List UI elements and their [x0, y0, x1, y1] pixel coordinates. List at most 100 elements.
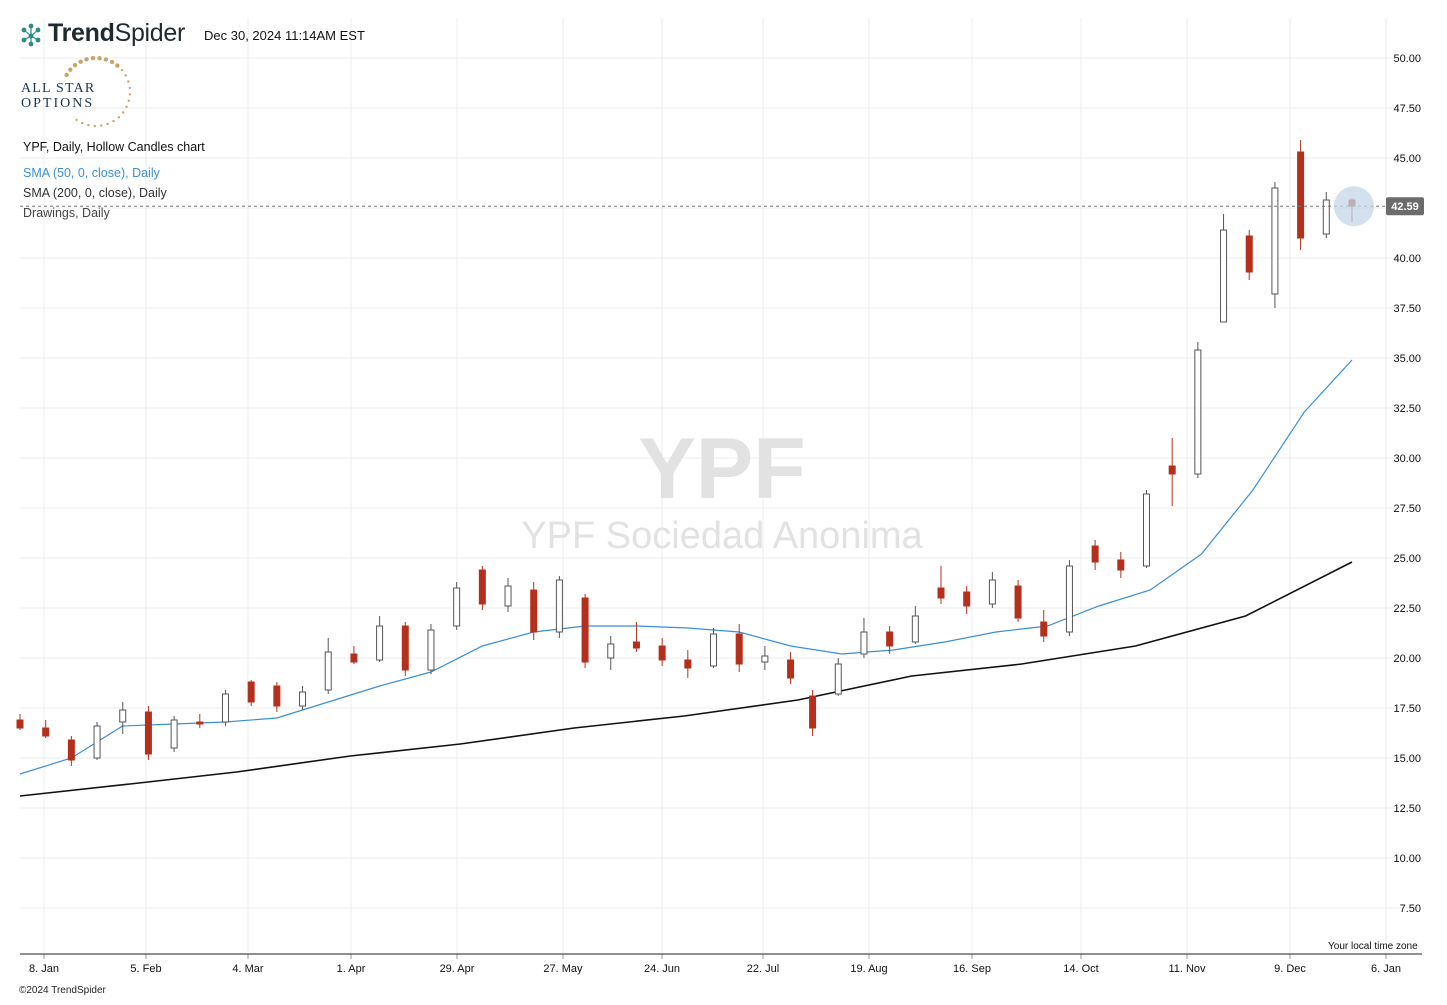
candle-up	[1322, 192, 1330, 238]
logo-node	[21, 27, 27, 33]
candle-down	[937, 566, 945, 604]
candle-body	[886, 631, 894, 647]
candle-body	[376, 625, 384, 661]
brand-light: Spider	[114, 19, 186, 47]
candle-body	[1117, 559, 1125, 571]
brand-wordmark[interactable]: TrendSpider	[48, 19, 185, 48]
candle-down	[478, 566, 486, 610]
candle-down	[684, 650, 692, 678]
trendspider-logo-icon	[21, 23, 41, 47]
x-tick-label: 11. Nov	[1168, 963, 1206, 975]
logo-node	[28, 33, 34, 39]
candle-body	[247, 681, 255, 703]
candle-up	[988, 572, 996, 608]
candle-down	[787, 652, 795, 684]
candle-up	[1194, 342, 1202, 478]
candle-body	[988, 579, 996, 605]
watermark: YPF YPF Sociedad Anonima	[521, 421, 923, 557]
legend-sma50[interactable]: SMA (50, 0, close), Daily	[23, 166, 160, 180]
highlight-circle	[1333, 186, 1374, 227]
candle-body	[427, 629, 435, 671]
timezone-note[interactable]: Your local time zone	[1328, 941, 1418, 952]
candle-down	[1117, 552, 1125, 578]
logo-star	[87, 123, 90, 127]
candle-down	[196, 714, 204, 728]
logo-star	[100, 124, 103, 127]
y-tick-label: 50.00	[1393, 53, 1421, 65]
candle-down	[1168, 438, 1176, 506]
candle-up	[376, 616, 384, 662]
candle-up	[427, 624, 435, 674]
price-marker-layer: 42.59	[20, 186, 1424, 227]
y-tick-label: 30.00	[1393, 453, 1421, 465]
candle-up	[1271, 182, 1279, 308]
last-price-label: 42.59	[1391, 201, 1419, 213]
x-tick-label: 9. Dec	[1274, 963, 1306, 975]
candle-body	[911, 615, 919, 643]
y-tick-label: 40.00	[1393, 253, 1421, 265]
x-tick-label: 29. Apr	[440, 963, 475, 975]
candle-up	[555, 576, 563, 638]
candle-body	[1194, 349, 1202, 475]
candle-body	[1014, 585, 1022, 619]
logo-star	[128, 93, 132, 96]
sma200-line	[19, 561, 1353, 797]
x-tick-label: 27. May	[543, 963, 583, 975]
candle-up	[1065, 560, 1073, 636]
logo-star	[120, 68, 124, 72]
candle-up	[710, 628, 718, 668]
candle-down	[1040, 610, 1048, 642]
logo-node	[21, 37, 27, 43]
candle-down	[1245, 230, 1253, 280]
candle-down	[963, 586, 971, 614]
y-tick-label: 37.50	[1393, 303, 1421, 315]
logo-star	[75, 118, 78, 122]
logo-star	[125, 105, 128, 109]
x-tick-label: 5. Feb	[130, 963, 161, 975]
candle-body	[453, 587, 461, 627]
x-tick-label: 24. Jun	[644, 963, 680, 975]
x-tick-label: 8. Jan	[29, 963, 59, 975]
sma50-line	[19, 359, 1353, 775]
candle-body	[937, 587, 945, 599]
candle-up	[860, 618, 868, 658]
candle-body	[684, 659, 692, 669]
candle-up	[93, 722, 101, 760]
logo-star	[84, 57, 89, 62]
candle-up	[1220, 214, 1228, 323]
logo-star	[90, 55, 96, 61]
legend-drawings[interactable]: Drawings, Daily	[23, 206, 110, 220]
legend-title[interactable]: YPF, Daily, Hollow Candles chart	[23, 140, 205, 154]
candle-body	[1091, 545, 1099, 563]
candle-down	[735, 624, 743, 672]
logo-text-bottom: OPTIONS	[21, 96, 94, 111]
candle-down	[809, 690, 817, 736]
y-tick-label: 27.50	[1393, 503, 1421, 515]
candle-down	[530, 582, 538, 640]
y-tick-label: 25.00	[1393, 553, 1421, 565]
y-tick-label: 20.00	[1393, 653, 1421, 665]
candle-body	[710, 633, 718, 667]
candle-body	[607, 643, 615, 659]
candle-body	[478, 569, 486, 605]
candle-body	[1220, 229, 1228, 323]
candle-body	[119, 709, 127, 723]
candle-body	[860, 631, 868, 655]
chart-timestamp: Dec 30, 2024 11:14AM EST	[204, 28, 365, 43]
candle-body	[504, 585, 512, 607]
x-tick-label: 4. Mar	[232, 963, 264, 975]
candle-body	[221, 693, 229, 723]
y-tick-label: 32.50	[1393, 403, 1421, 415]
candle-body	[67, 739, 75, 761]
candle-down	[350, 646, 358, 664]
candle-body	[144, 711, 152, 755]
candle-body	[324, 651, 332, 691]
y-tick-label: 7.50	[1400, 903, 1421, 915]
candle-body	[834, 663, 842, 695]
logo-star	[127, 99, 130, 103]
candle-up	[1142, 490, 1150, 568]
logo-star	[128, 86, 131, 90]
legend-sma200[interactable]: SMA (200, 0, close), Daily	[23, 186, 167, 200]
candle-body	[555, 579, 563, 633]
